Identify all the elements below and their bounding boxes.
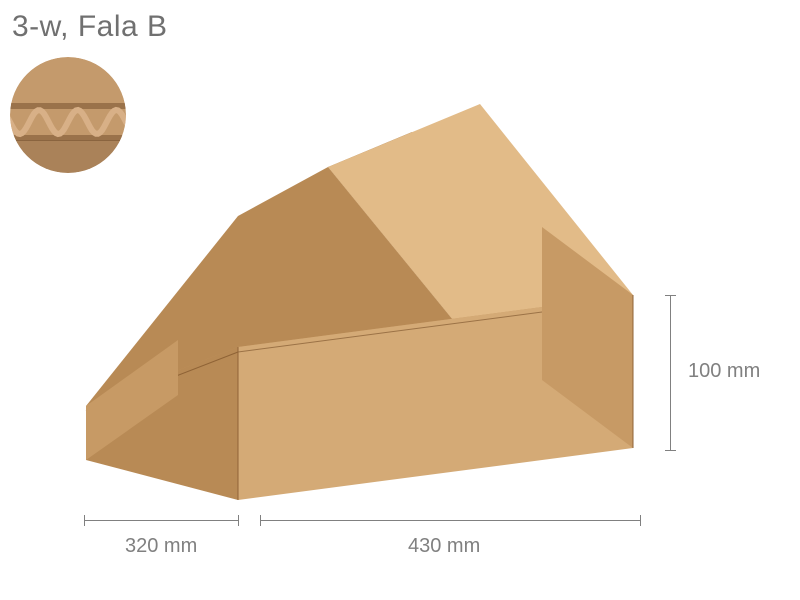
dimension-tick xyxy=(665,450,676,451)
dimension-label-length: 430 mm xyxy=(408,535,480,558)
dimension-label-height: 100 mm xyxy=(688,360,760,383)
dimension-tick xyxy=(84,515,85,526)
dimension-tick xyxy=(238,515,239,526)
dimension-label-depth: 320 mm xyxy=(125,535,197,558)
dimension-line-height xyxy=(670,295,671,450)
product-diagram-canvas: 3-w, Fala B 320 mm 430 mm 100 mm xyxy=(0,0,800,600)
dimension-line-depth xyxy=(84,520,238,521)
dimension-line-length xyxy=(260,520,640,521)
carton-box-illustration xyxy=(0,0,800,600)
dimension-tick xyxy=(665,295,676,296)
dimension-tick xyxy=(260,515,261,526)
dimension-tick xyxy=(640,515,641,526)
